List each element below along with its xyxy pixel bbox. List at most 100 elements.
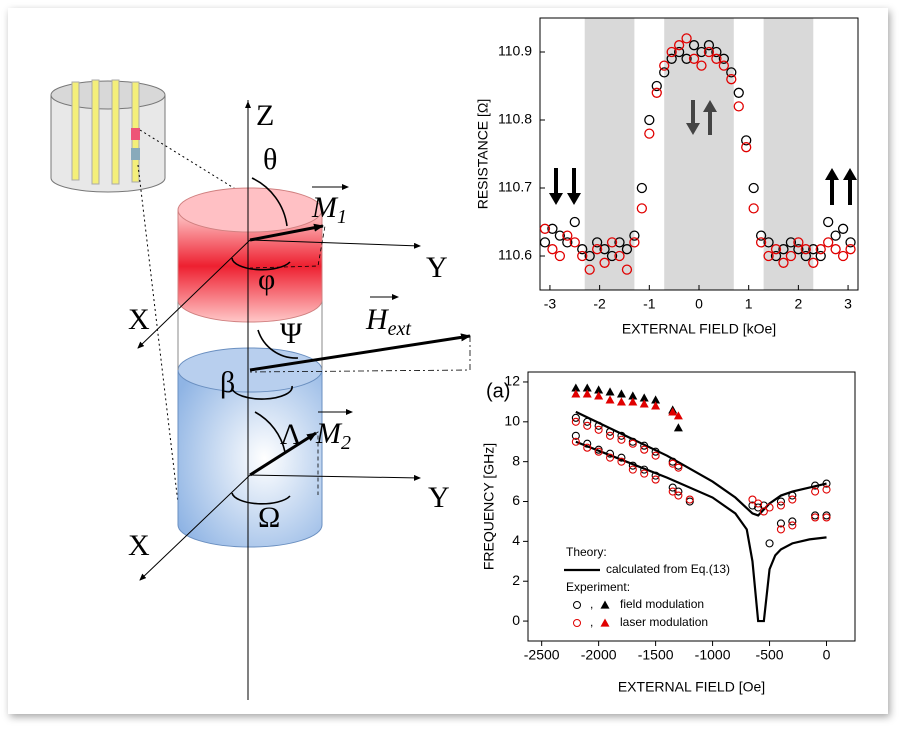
data-point	[696, 60, 707, 71]
data-point	[666, 53, 677, 64]
data-point	[605, 453, 615, 462]
data-point	[617, 453, 626, 462]
data-point	[640, 469, 649, 478]
data-point	[571, 417, 580, 426]
data-point	[605, 449, 615, 458]
data-point	[788, 491, 797, 500]
data-point	[748, 501, 757, 510]
label: β	[220, 366, 235, 399]
data-point	[788, 521, 797, 530]
data-point	[830, 244, 841, 255]
data-point	[571, 389, 581, 398]
legend-entry: field modulation	[620, 597, 704, 611]
sample-icon	[50, 79, 166, 193]
data-point	[617, 435, 626, 444]
x-tick-label: 3	[844, 296, 852, 312]
data-point	[605, 427, 615, 436]
data-point	[776, 525, 785, 534]
data-point	[776, 501, 785, 510]
data-point	[741, 142, 752, 153]
data-point	[651, 80, 662, 92]
y-tick-label: 10	[504, 413, 520, 429]
data-point	[823, 216, 834, 228]
data-point	[785, 237, 797, 248]
data-point	[778, 257, 789, 268]
legend-heading: Theory:	[566, 545, 607, 559]
lambda-arc	[254, 411, 286, 453]
y-tick-label: 110.6	[498, 247, 532, 263]
data-point	[733, 87, 744, 98]
red-layer	[177, 187, 323, 323]
data-point	[594, 391, 604, 400]
data-point	[765, 503, 774, 512]
y-tick-label: 110.7	[498, 179, 532, 195]
data-point	[668, 483, 677, 492]
data-point	[778, 244, 789, 255]
data-point	[605, 395, 615, 404]
data-point	[659, 67, 670, 78]
data-point	[636, 182, 648, 194]
theory-line	[575, 440, 827, 623]
data-point	[815, 244, 826, 255]
data-point	[674, 491, 683, 500]
data-point	[673, 423, 683, 432]
data-point	[577, 244, 588, 255]
data-point	[718, 53, 729, 64]
data-point	[651, 475, 660, 484]
data-point	[776, 519, 785, 528]
y-tick-label: 0	[512, 612, 520, 628]
data-point	[765, 539, 774, 548]
label: Λ	[280, 418, 302, 451]
x-tick-label: -3	[544, 296, 557, 312]
spin-arrow-head	[825, 168, 839, 180]
data-point	[733, 101, 744, 112]
label: Hext	[365, 303, 411, 340]
data-point	[800, 244, 811, 255]
data-point	[688, 40, 700, 51]
data-point	[755, 237, 767, 248]
diagram-labels: Z θ M1 φ Y X Ψ Hext β Λ M2 Ω Y X	[128, 99, 450, 562]
y-tick-label: 2	[512, 572, 520, 588]
data-point	[788, 495, 797, 504]
data-point	[788, 517, 797, 526]
zoom-line	[139, 129, 251, 199]
plot-frame	[527, 371, 856, 642]
data-point	[606, 237, 618, 248]
data-point	[696, 46, 707, 58]
x-tick-label: -1500	[638, 647, 674, 663]
data-point	[582, 383, 592, 392]
data-point	[569, 237, 580, 248]
x-tick-label: 2	[794, 296, 802, 312]
data-point	[823, 237, 834, 248]
data-point	[628, 397, 638, 406]
diagram	[50, 79, 471, 700]
data-point	[571, 413, 580, 422]
label: Ψ	[280, 317, 303, 350]
x-tick-label: 0	[823, 647, 831, 663]
spin-arrow-head	[567, 193, 581, 205]
data-point	[640, 465, 649, 474]
label: X	[128, 529, 150, 562]
data-point	[763, 237, 774, 248]
data-point	[616, 389, 626, 398]
data-point	[754, 503, 763, 512]
m2-arrow	[249, 431, 317, 477]
data-point	[582, 389, 592, 398]
legend-swatch	[573, 619, 581, 627]
legend-swatch	[600, 600, 610, 609]
data-point	[614, 237, 625, 248]
legend-separator: ,	[590, 597, 593, 611]
data-point	[539, 223, 551, 234]
data-point	[681, 53, 692, 64]
data-point	[673, 46, 685, 58]
data-point	[718, 60, 729, 71]
data-point	[651, 471, 660, 480]
projection	[249, 431, 319, 495]
y-tick-label: 4	[512, 532, 520, 548]
y-axis	[249, 239, 421, 249]
data-point	[571, 383, 581, 392]
data-point	[673, 40, 685, 51]
spin-arrow-head	[549, 193, 563, 205]
x-tick-label: -1000	[695, 647, 731, 663]
